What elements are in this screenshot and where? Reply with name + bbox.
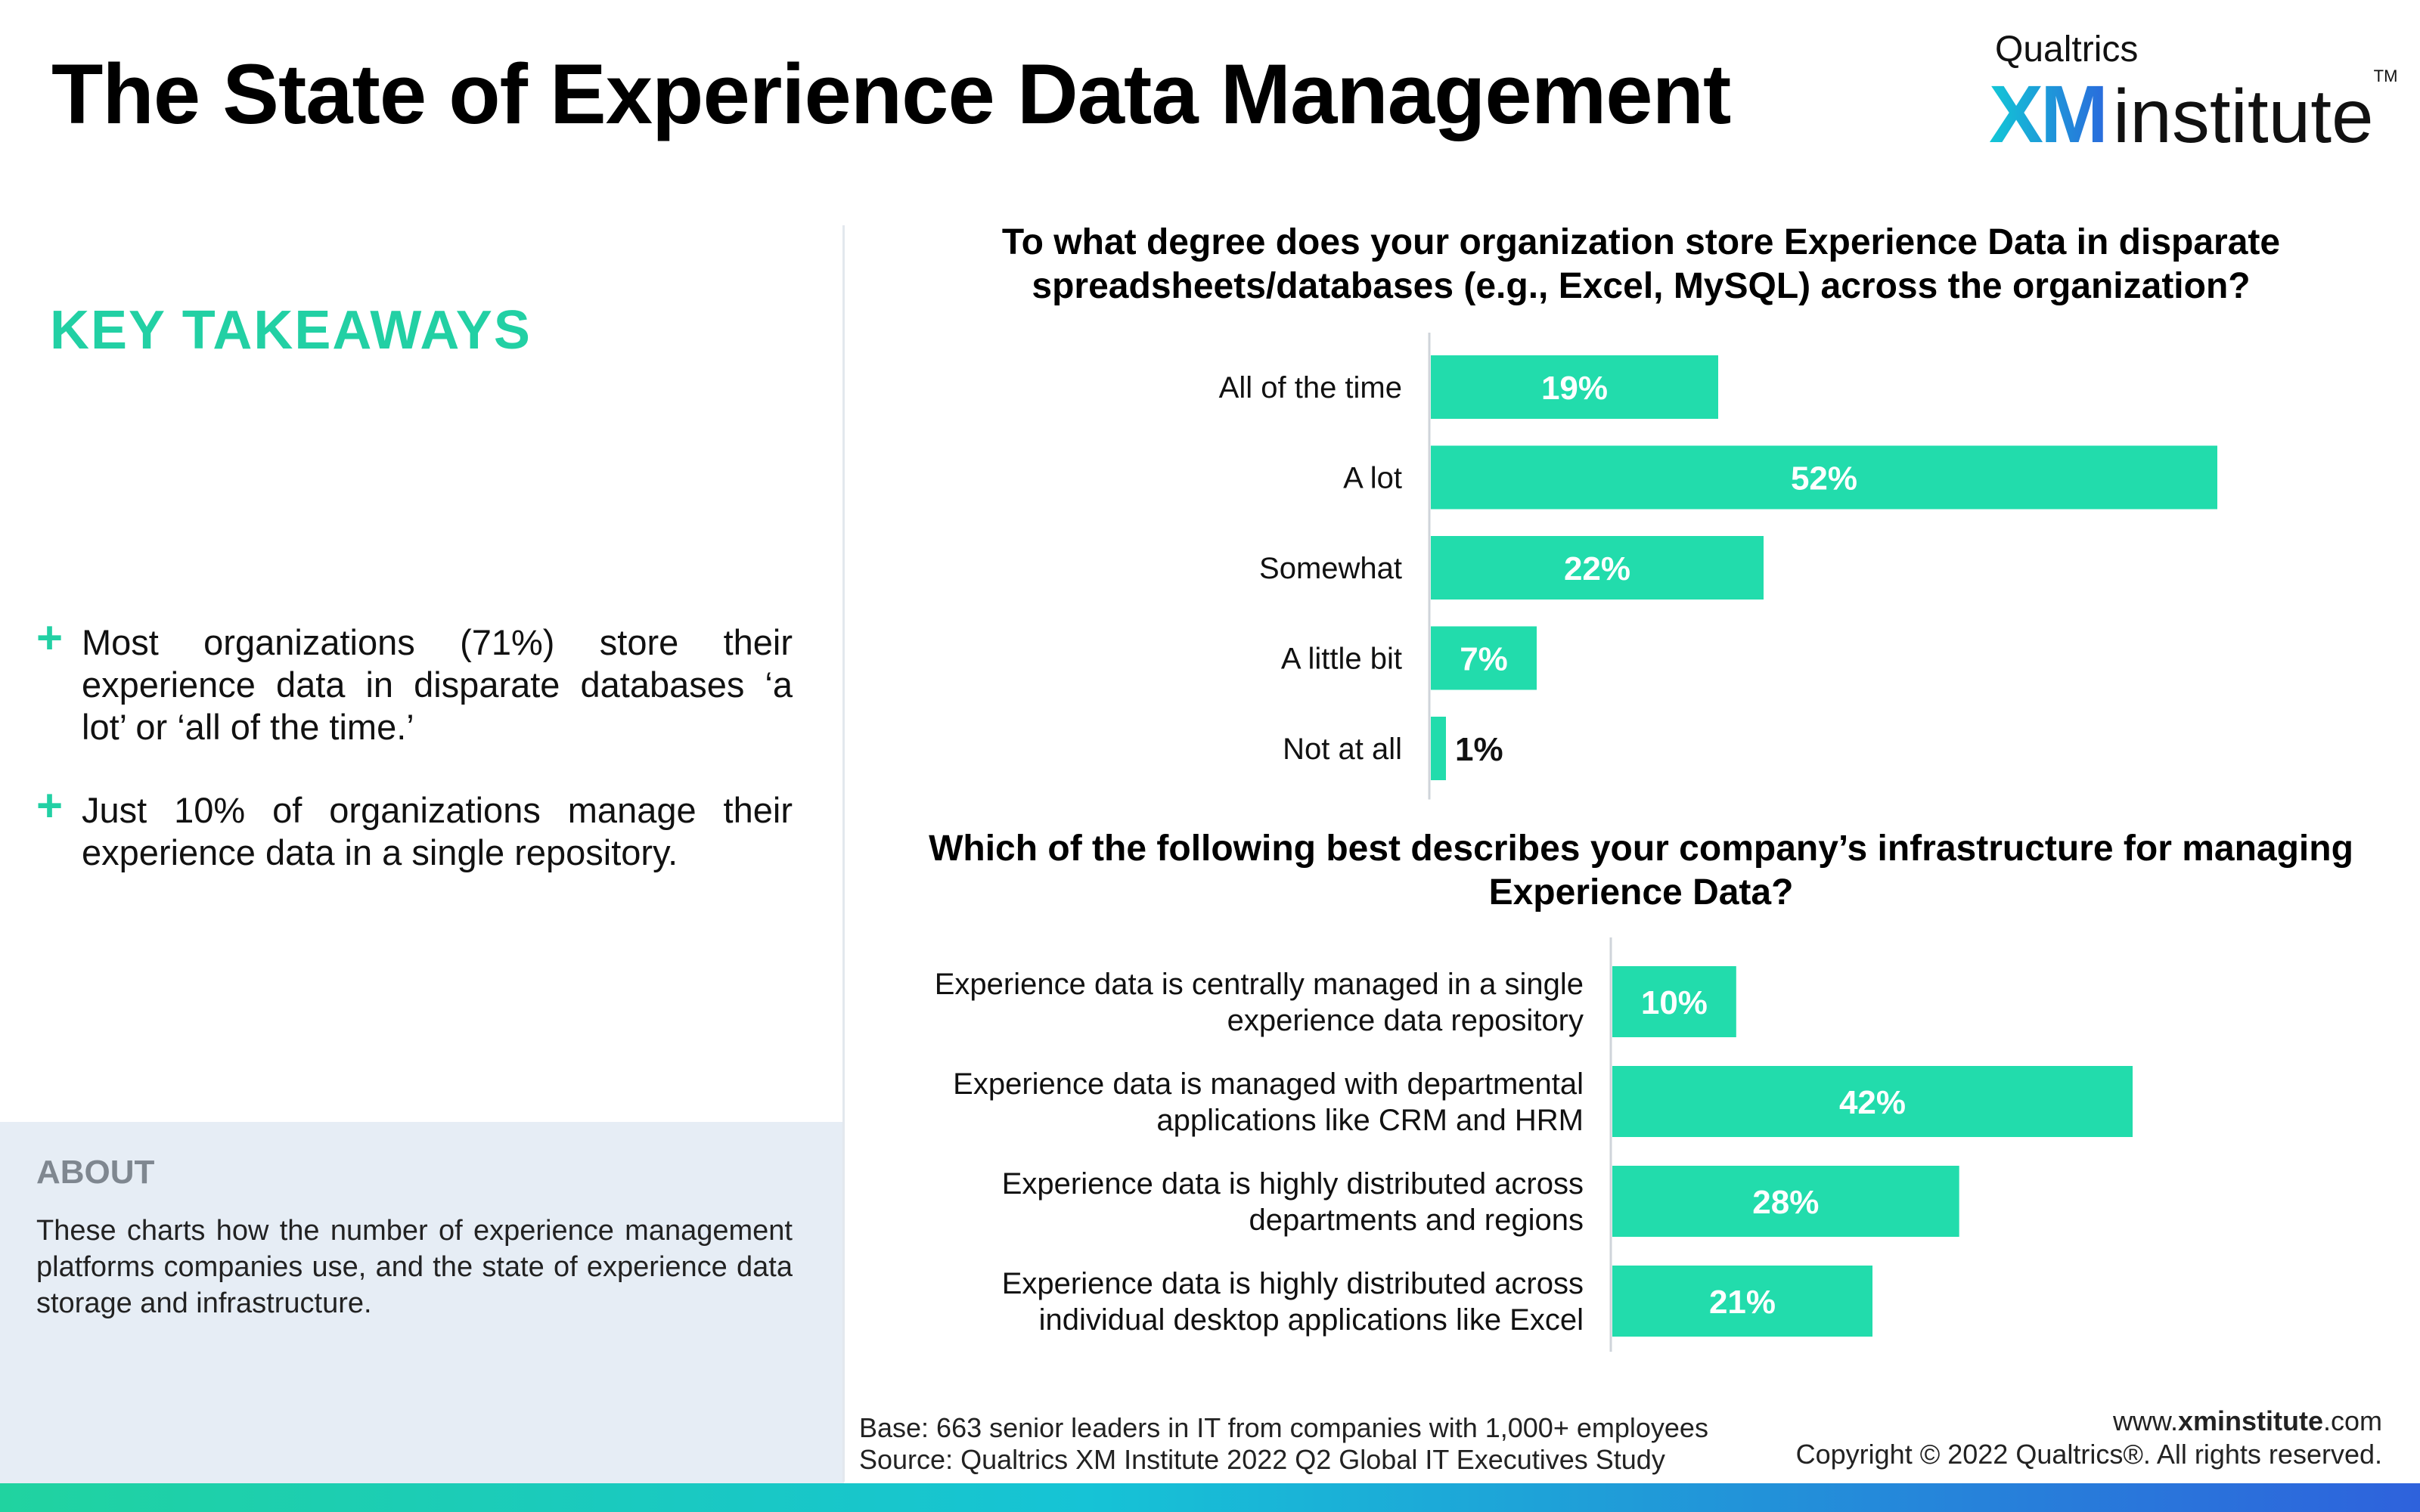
- value-label: 19%: [1541, 370, 1608, 407]
- bar-2: [1431, 536, 1764, 600]
- logo-trademark: TM: [2373, 67, 2398, 85]
- chart2-bar-chart: Experience data is centrally managed in …: [935, 937, 2133, 1352]
- takeaway-text: Just 10% of organizations manage their e…: [82, 790, 793, 872]
- value-label: 1%: [1455, 731, 1503, 768]
- panel-divider: [842, 225, 845, 1482]
- bar-0: [1612, 966, 1736, 1037]
- value-label: 28%: [1752, 1184, 1819, 1221]
- bar-2: [1612, 1166, 1959, 1237]
- logo-xm-text: XM: [1989, 68, 2108, 160]
- takeaway-item: + Just 10% of organizations manage their…: [36, 783, 793, 874]
- takeaway-text: Most organizations (71%) store their exp…: [82, 622, 793, 747]
- category-label: Experience data is centrally managed in …: [935, 968, 1584, 1037]
- category-label: Experience data is highly distributed ac…: [1002, 1167, 1584, 1237]
- value-label: 21%: [1709, 1284, 1776, 1321]
- bar-4: [1431, 717, 1446, 780]
- website-link[interactable]: www.xminstitute.com: [2112, 1405, 2382, 1436]
- about-panel: [0, 1122, 844, 1483]
- category-label: Experience data is highly distributed ac…: [1002, 1267, 1584, 1337]
- chart1-title: To what degree does your organization st…: [1001, 222, 2281, 306]
- logo-institute-text: institute: [2113, 74, 2374, 159]
- category-label: All of the time: [1219, 371, 1402, 404]
- about-text: These charts how the number of experienc…: [36, 1215, 793, 1319]
- footer-gradient-bar: [0, 1483, 2420, 1512]
- category-label: Experience data is managed with departme…: [953, 1067, 1584, 1137]
- value-label: 52%: [1791, 460, 1857, 497]
- logo-wordmark: XM instituteTM: [1989, 67, 2397, 161]
- footer-notes: Base: 663 senior leaders in IT from comp…: [859, 1412, 1708, 1476]
- category-label: Somewhat: [1259, 552, 1402, 585]
- chart1-bar-chart: All of the time 19% A lot 52% Somewhat 22% A l…: [1219, 333, 2217, 800]
- page-title: The State of Experience Data Management: [51, 47, 1731, 141]
- value-label: 22%: [1564, 550, 1630, 587]
- base-note: Base: 663 senior leaders in IT from comp…: [859, 1412, 1708, 1443]
- bar-3: [1431, 626, 1537, 690]
- plus-icon: +: [36, 780, 64, 831]
- copyright-text: Copyright © 2022 Qualtrics®. All rights …: [1795, 1439, 2382, 1470]
- chart2-title: Which of the following best describes yo…: [929, 829, 2353, 912]
- logo-qualtrics-text: Qualtrics: [1995, 29, 2139, 70]
- value-label: 10%: [1641, 984, 1708, 1021]
- category-label: A lot: [1343, 462, 1402, 495]
- bar-1: [1612, 1066, 2133, 1137]
- xm-institute-logo: Qualtrics XM instituteTM: [1989, 29, 2397, 160]
- bar-3: [1612, 1266, 1872, 1337]
- footer-copyright: www.xminstitute.com Copyright © 2022 Qua…: [1796, 1405, 2382, 1471]
- takeaway-item: + Most organizations (71%) store their e…: [36, 615, 793, 748]
- plus-icon: +: [36, 612, 64, 663]
- category-label: Not at all: [1283, 733, 1402, 766]
- about-heading: ABOUT: [36, 1154, 155, 1191]
- key-takeaways-heading: KEY TAKEAWAYS: [50, 300, 532, 361]
- bar-1: [1431, 445, 2217, 510]
- value-label: 42%: [1839, 1084, 1906, 1121]
- source-note: Source: Qualtrics XM Institute 2022 Q2 G…: [859, 1444, 1665, 1475]
- category-label: A little bit: [1281, 643, 1402, 676]
- value-label: 7%: [1460, 640, 1508, 677]
- bar-0: [1431, 355, 1718, 419]
